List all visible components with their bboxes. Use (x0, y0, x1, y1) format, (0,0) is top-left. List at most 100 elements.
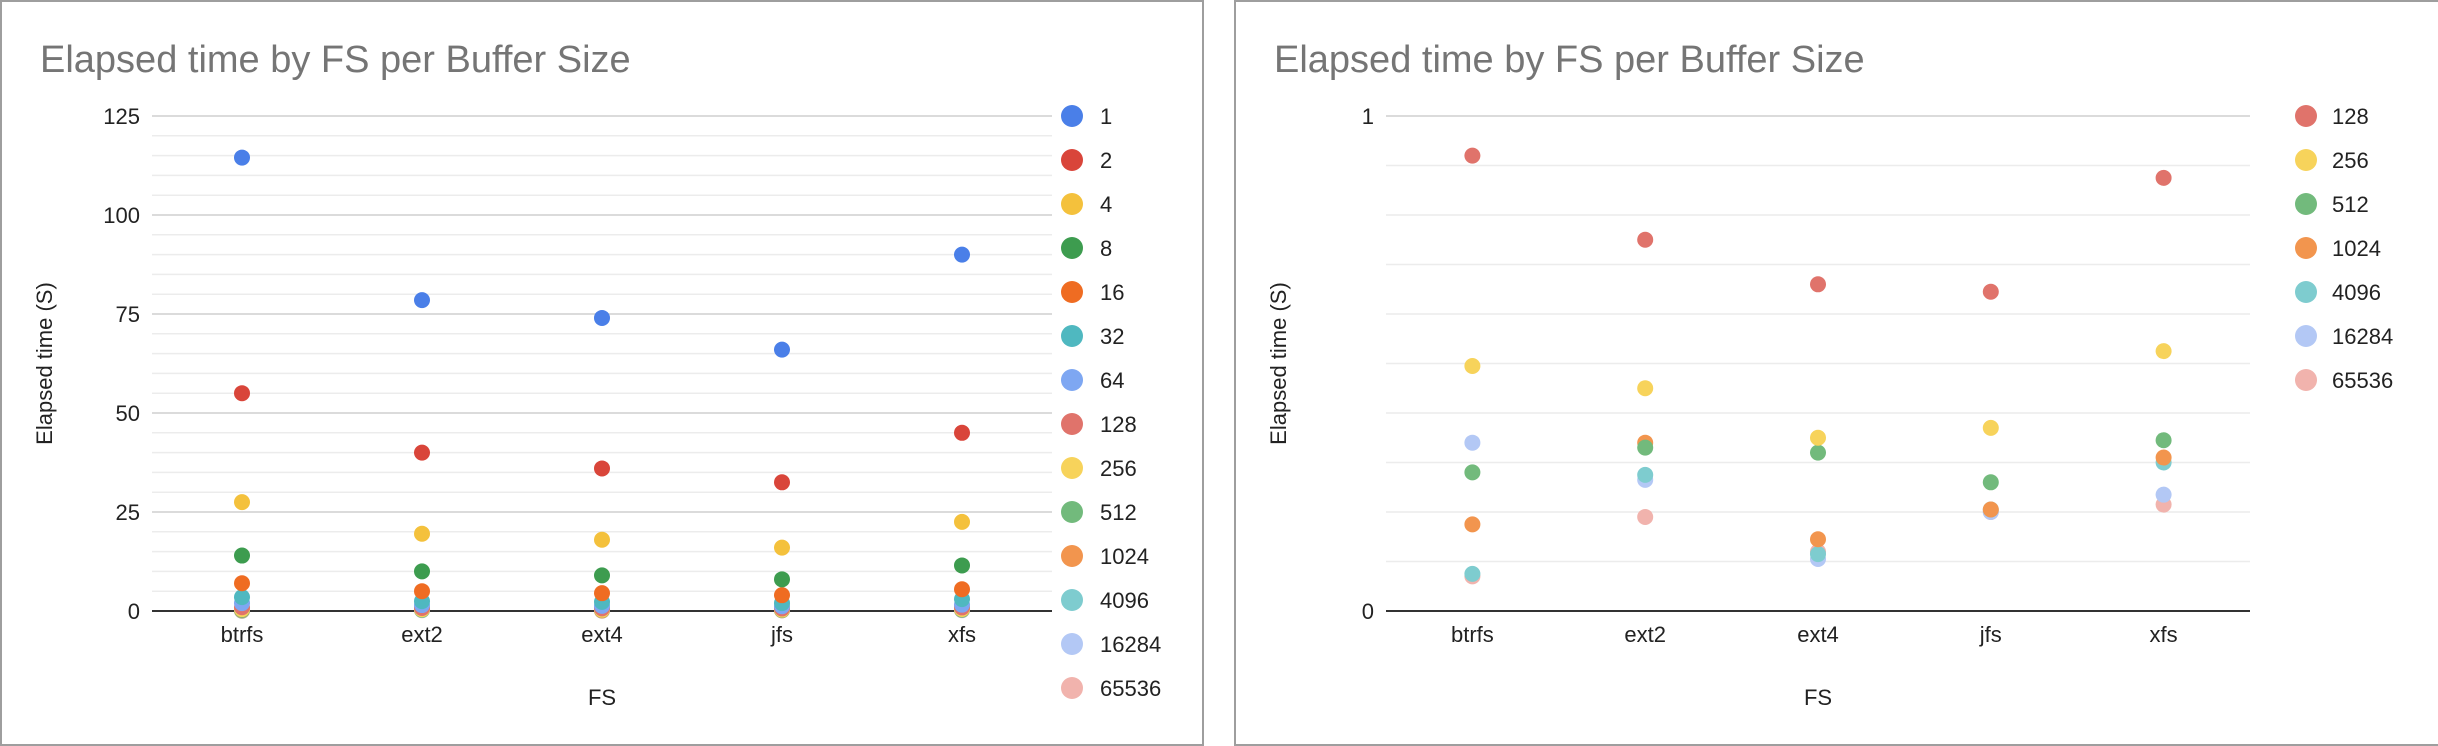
data-points (1464, 147, 2172, 585)
data-point-1-jfs (774, 341, 790, 358)
data-point-1024-btrfs (1464, 516, 1481, 533)
legend-marker (1061, 149, 1083, 171)
data-point-8-ext2 (414, 563, 430, 580)
legend-marker (1061, 545, 1083, 567)
legend-label: 1 (1100, 104, 1112, 129)
legend-label: 16284 (2332, 324, 2393, 349)
legend-marker (2295, 237, 2317, 259)
y-tick-label: 0 (128, 599, 140, 624)
chart-title: Elapsed time by FS per Buffer Size (40, 39, 631, 81)
data-point-512-xfs (2155, 432, 2172, 449)
data-point-4096-btrfs (1464, 565, 1481, 582)
y-tick-label: 50 (116, 401, 140, 426)
y-tick-label: 25 (116, 500, 140, 525)
x-tick-label: ext4 (1797, 622, 1839, 647)
legend-marker (1061, 589, 1083, 611)
legend-marker (1061, 325, 1083, 347)
data-point-2-ext2 (414, 444, 430, 461)
data-point-16284-btrfs (1464, 434, 1481, 451)
data-point-2-jfs (774, 474, 790, 491)
data-point-16-xfs (954, 581, 970, 598)
legend-label: 65536 (2332, 368, 2393, 393)
legend-label: 4096 (2332, 280, 2381, 305)
data-point-1024-jfs (1982, 501, 1999, 518)
legend-label: 8 (1100, 236, 1112, 261)
data-point-1-btrfs (234, 149, 250, 166)
legend-label: 16284 (1100, 632, 1161, 657)
data-point-128-ext4 (1810, 276, 1826, 293)
data-point-128-jfs (1982, 283, 1999, 300)
legend-label: 1024 (1100, 544, 1149, 569)
x-tick-label: jfs (770, 622, 793, 647)
legend-marker (2295, 325, 2317, 347)
y-tick-label: 75 (116, 302, 140, 327)
x-tick-label: xfs (948, 622, 976, 647)
legend-marker (1061, 501, 1083, 523)
data-point-128-ext2 (1637, 231, 1654, 248)
x-tick-label: btrfs (1451, 622, 1494, 647)
legend-marker (1061, 413, 1083, 435)
data-point-8-btrfs (234, 547, 250, 564)
y-axis-label: Elapsed time (S) (1266, 282, 1291, 445)
legend-label: 16 (1100, 280, 1124, 305)
legend-marker (1061, 105, 1083, 127)
chart-panel-right: Elapsed time by FS per Buffer Size 0 1 btrf… (1234, 0, 2438, 746)
y-axis-label: Elapsed time (S) (32, 282, 57, 445)
data-point-8-jfs (774, 571, 790, 588)
legend-label: 128 (2332, 104, 2369, 129)
data-point-128-btrfs (1464, 147, 1481, 164)
legend-label: 512 (1100, 500, 1137, 525)
legend-marker (1061, 193, 1083, 215)
data-point-256-xfs (2155, 343, 2172, 360)
data-point-512-btrfs (1464, 464, 1481, 481)
data-points (234, 149, 970, 619)
legend-marker (1061, 237, 1083, 259)
data-point-512-jfs (1982, 474, 1999, 491)
data-point-2-btrfs (234, 385, 250, 402)
data-point-1-xfs (954, 246, 970, 263)
data-point-256-btrfs (1464, 357, 1481, 374)
legend-marker (1061, 677, 1083, 699)
legend-label: 64 (1100, 368, 1124, 393)
data-point-16284-xfs (2155, 486, 2172, 503)
data-point-16-jfs (774, 587, 790, 604)
data-point-65536-ext2 (1637, 508, 1654, 525)
data-point-4096-ext4 (1810, 546, 1826, 563)
data-point-2-xfs (954, 424, 970, 441)
scatter-chart-svg: Elapsed time by FS per Buffer Size 0 1 btrf… (1266, 39, 2393, 710)
legend-marker (2295, 149, 2317, 171)
legend-marker (2295, 105, 2317, 127)
scatter-chart-svg: Elapsed time by FS per Buffer Size 0 25 50 7… (32, 39, 1161, 710)
data-point-4-xfs (954, 513, 970, 530)
x-tick-label: ext2 (1624, 622, 1666, 647)
legend-marker (2295, 369, 2317, 391)
y-tick-label: 125 (103, 104, 140, 129)
data-point-512-ext4 (1810, 444, 1826, 461)
gridlines (152, 115, 1052, 612)
data-point-1024-ext4 (1810, 531, 1826, 548)
legend-label: 4096 (1100, 588, 1149, 613)
legend-label: 512 (2332, 192, 2369, 217)
data-point-16-ext4 (594, 585, 610, 602)
data-point-4-ext4 (594, 531, 610, 548)
legend-label: 32 (1100, 324, 1124, 349)
data-point-8-xfs (954, 557, 970, 574)
data-point-16-ext2 (414, 583, 430, 600)
data-point-16-btrfs (234, 575, 250, 592)
panel-gap (1204, 0, 1234, 746)
legend-marker (2295, 281, 2317, 303)
chart-panel-left: Elapsed time by FS per Buffer Size 0 25 50 7… (0, 0, 1204, 746)
legend-marker (2295, 193, 2317, 215)
y-tick-label: 1 (1362, 104, 1374, 129)
legend-marker (1061, 457, 1083, 479)
legend-marker (1061, 369, 1083, 391)
legend-marker (1061, 281, 1083, 303)
data-point-4096-ext2 (1637, 466, 1654, 483)
y-tick-label: 100 (103, 203, 140, 228)
data-point-8-ext4 (594, 567, 610, 584)
x-axis-label: FS (588, 685, 616, 710)
x-tick-label: jfs (1979, 622, 2002, 647)
x-axis-label: FS (1804, 685, 1832, 710)
data-point-4-jfs (774, 539, 790, 556)
chart-title: Elapsed time by FS per Buffer Size (1274, 39, 1865, 81)
